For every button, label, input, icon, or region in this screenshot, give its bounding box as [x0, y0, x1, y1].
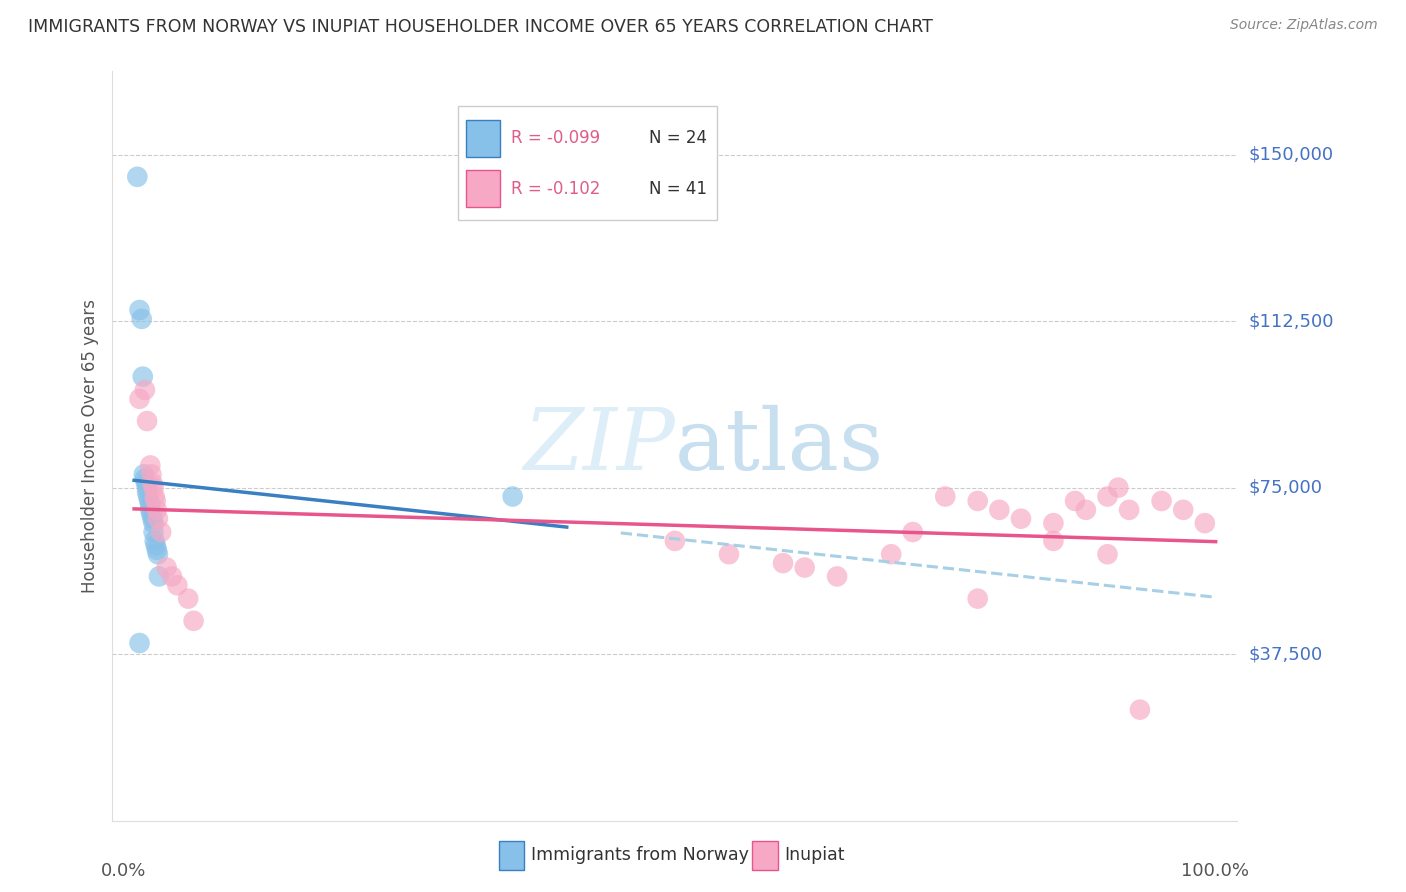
Point [966, 591, 988, 606]
Point [166, 578, 188, 592]
Point [138, 494, 160, 508]
Text: Source: ZipAtlas.com: Source: ZipAtlas.com [1230, 18, 1378, 32]
Text: atlas: atlas [675, 404, 884, 488]
Text: IMMIGRANTS FROM NORWAY VS INUPIAT HOUSEHOLDER INCOME OVER 65 YEARS CORRELATION C: IMMIGRANTS FROM NORWAY VS INUPIAT HOUSEH… [28, 18, 934, 36]
Point [143, 490, 166, 504]
Point [146, 547, 169, 561]
Point [141, 476, 163, 491]
Point [128, 636, 150, 650]
Point [664, 533, 686, 548]
Point [134, 383, 156, 397]
Point [132, 467, 155, 482]
Point [143, 533, 166, 548]
Point [131, 312, 153, 326]
Point [145, 494, 167, 508]
Point [502, 490, 524, 504]
Point [1097, 547, 1119, 561]
Point [160, 569, 183, 583]
Point [139, 499, 162, 513]
Point [1042, 516, 1064, 530]
Point [1173, 503, 1195, 517]
Point [1042, 533, 1064, 548]
Point [136, 481, 159, 495]
Point [146, 542, 169, 557]
Point [142, 524, 165, 539]
Point [1129, 703, 1152, 717]
Point [1064, 494, 1087, 508]
Point [988, 503, 1011, 517]
Y-axis label: Householder Income Over 65 years: Householder Income Over 65 years [80, 299, 98, 593]
Point [717, 547, 740, 561]
Point [142, 516, 165, 530]
Point [793, 560, 815, 574]
Text: 0.0%: 0.0% [101, 862, 146, 880]
Point [1010, 512, 1032, 526]
Point [1074, 503, 1097, 517]
Point [139, 458, 162, 473]
Text: Immigrants from Norway: Immigrants from Norway [531, 847, 749, 864]
Text: 100.0%: 100.0% [1181, 862, 1249, 880]
Point [136, 490, 159, 504]
Point [1150, 494, 1173, 508]
Point [145, 538, 167, 552]
Point [141, 512, 163, 526]
Point [1194, 516, 1216, 530]
Point [148, 569, 170, 583]
Point [934, 490, 956, 504]
Point [141, 508, 163, 522]
Point [155, 560, 177, 574]
Point [183, 614, 205, 628]
Point [1097, 490, 1119, 504]
Point [146, 512, 169, 526]
Text: ZIP: ZIP [523, 405, 675, 487]
Point [150, 524, 173, 539]
Point [1107, 481, 1129, 495]
Point [132, 369, 155, 384]
Text: $150,000: $150,000 [1249, 145, 1333, 163]
Point [141, 467, 163, 482]
Text: $37,500: $37,500 [1249, 645, 1323, 663]
Point [825, 569, 848, 583]
Point [901, 524, 924, 539]
Point [1118, 503, 1140, 517]
Point [127, 169, 149, 184]
Point [128, 392, 150, 406]
Point [128, 303, 150, 318]
Point [772, 556, 794, 570]
Point [880, 547, 903, 561]
Text: $112,500: $112,500 [1249, 312, 1334, 330]
Point [136, 485, 159, 500]
Point [966, 494, 988, 508]
Point [134, 472, 156, 486]
Point [139, 503, 162, 517]
Point [142, 481, 165, 495]
Point [177, 591, 200, 606]
Point [136, 414, 159, 428]
Point [146, 503, 169, 517]
Text: Inupiat: Inupiat [785, 847, 845, 864]
Point [135, 476, 157, 491]
Text: $75,000: $75,000 [1249, 479, 1323, 497]
